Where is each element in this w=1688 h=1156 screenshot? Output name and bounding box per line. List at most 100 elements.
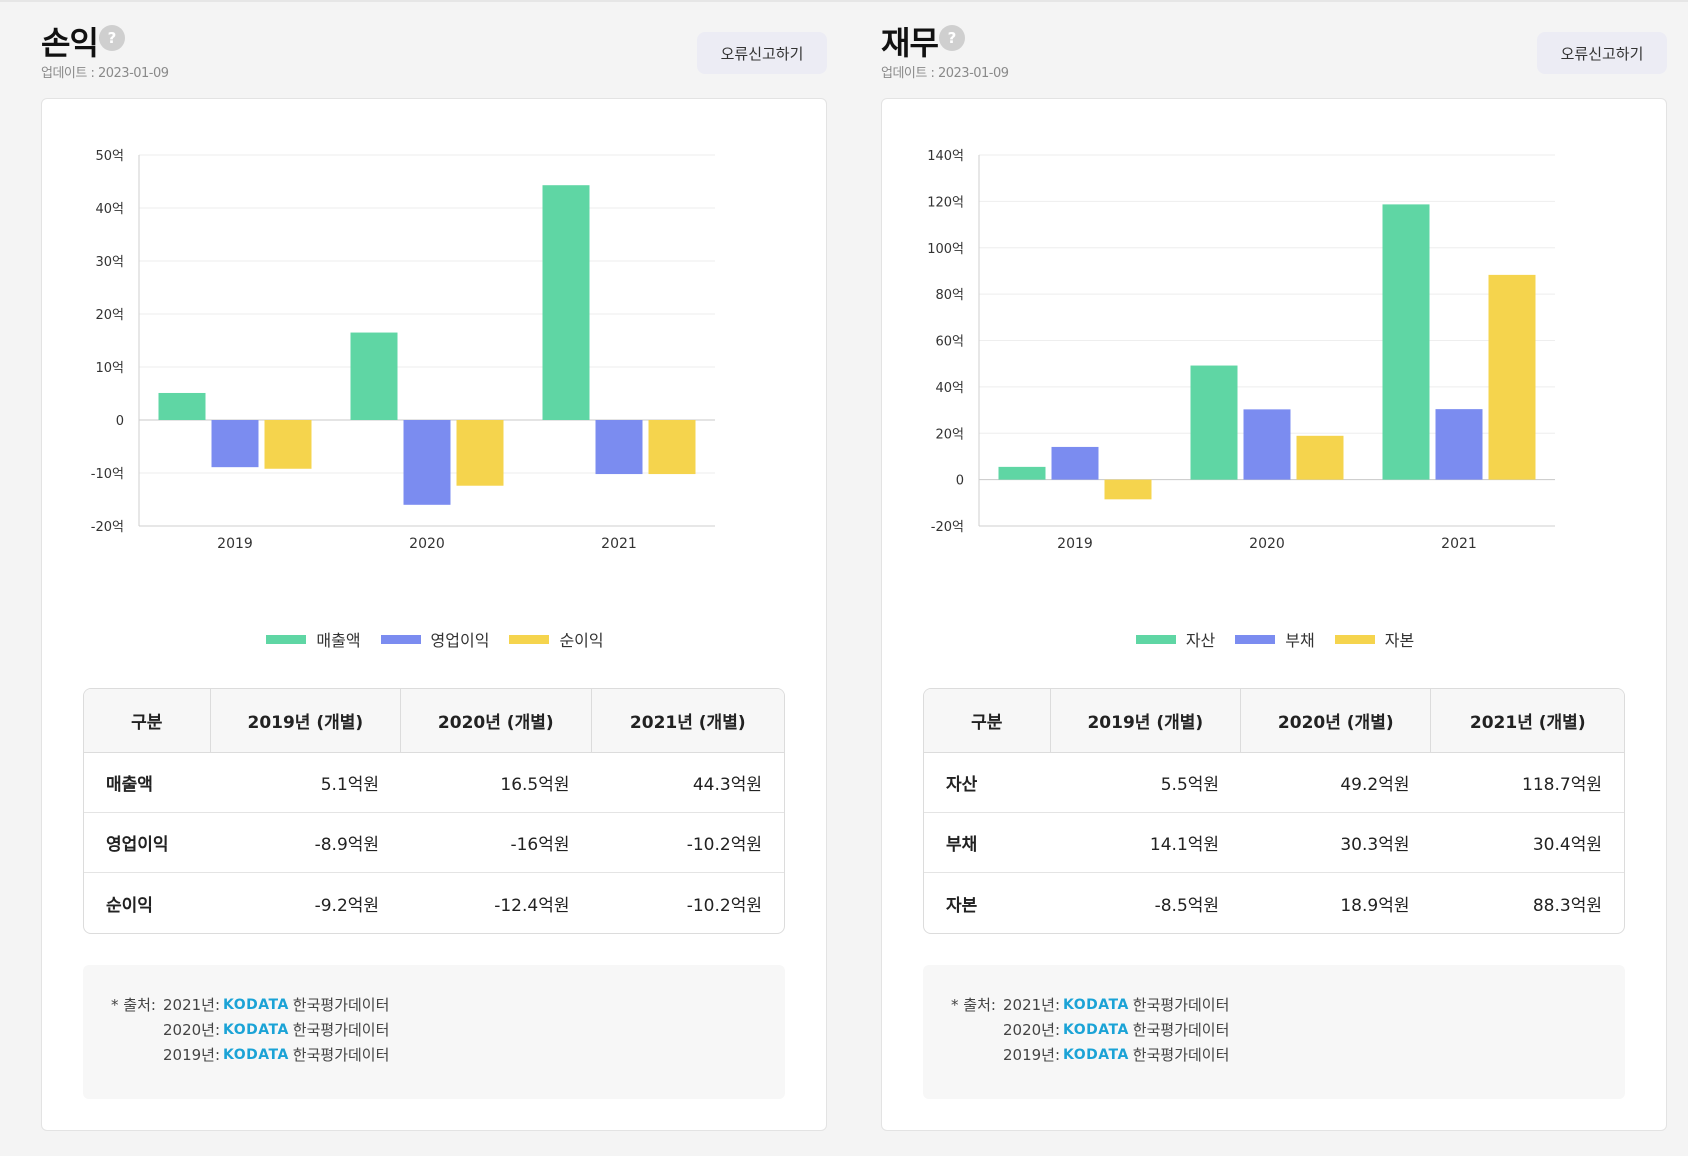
source-row: 2020년: KODATA 한국평가데이터	[1003, 1019, 1229, 1040]
row-label: 자본	[946, 895, 978, 916]
y-tick-label: 0	[956, 474, 964, 489]
legend-item[interactable]: 부채	[1235, 627, 1315, 651]
income-panel: 손익 ? 업데이트 : 2023-01-09 오류신고하기 50억 40억 30억 2…	[41, 18, 827, 1131]
x-tick-label: 2021	[601, 536, 637, 552]
table-cell: 49.2억원	[1241, 753, 1432, 813]
legend-item[interactable]: 자본	[1334, 627, 1414, 651]
bar-매출액	[542, 185, 590, 420]
source-box: * 출처: 2021년: KODATA 한국평가데이터 2020년: KODAT…	[923, 965, 1625, 1099]
source-label: * 출처:	[951, 996, 996, 1014]
bar-자산	[998, 466, 1046, 480]
table-row: 매출액 5.1억원 16.5억원 44.3억원	[84, 753, 784, 813]
source-box: * 출처: 2021년: KODATA 한국평가데이터 2020년: KODAT…	[83, 965, 785, 1099]
row-label: 매출액	[84, 753, 211, 813]
table-cell: 5.5억원	[1050, 753, 1242, 813]
table-header: 2019년 (개별)	[1050, 689, 1242, 753]
table-cell: 5.1억원	[210, 753, 402, 813]
bar-영업이익	[211, 420, 259, 468]
legend-item[interactable]: 매출액	[266, 627, 361, 651]
report-error-button[interactable]: 오류신고하기	[697, 32, 827, 74]
legend-swatch	[509, 634, 550, 644]
kodata-logo: KODATA	[223, 1046, 289, 1063]
table-header: 2020년 (개별)	[1241, 689, 1432, 753]
source-org: 한국평가데이터	[292, 1021, 390, 1039]
legend-swatch	[1235, 634, 1276, 644]
bar-매출액	[158, 392, 206, 420]
row-label: 영업이익	[84, 813, 211, 873]
source-row: 2019년: KODATA 한국평가데이터	[163, 1044, 389, 1065]
source-year: 2019년:	[1003, 1046, 1061, 1064]
bar-순이익	[648, 420, 696, 475]
y-tick-label: -10억	[91, 467, 124, 482]
legend-swatch	[1334, 634, 1375, 644]
table-cell: 14.1억원	[1050, 813, 1242, 873]
report-error-button[interactable]: 오류신고하기	[1537, 32, 1667, 74]
finance-chart: 140억 120억 100억 80억 60억 40억 20억 0 -20억 2019 2020 202…	[927, 149, 1555, 552]
row-label: 순이익	[106, 895, 153, 916]
income-chart: 50억 40억 30억 20억 10억 0 -10억 -20억 2019 2020 2021	[91, 149, 715, 552]
finance-panel: 재무 ? 업데이트 : 2023-01-09 오류신고하기 140억 120억 10…	[881, 18, 1667, 1131]
kodata-logo: KODATA	[223, 996, 289, 1013]
x-tick-label: 2020	[1249, 536, 1285, 552]
legend-label: 순이익	[559, 631, 604, 650]
table-header-row: 구분 2019년 (개별) 2020년 (개별) 2021년 (개별)	[924, 689, 1624, 753]
chart-legend: 자산 부채 자본	[882, 627, 1668, 651]
row-label: 자산	[924, 753, 1051, 813]
legend-item[interactable]: 순이익	[509, 627, 604, 651]
source-year: 2020년:	[163, 1021, 221, 1039]
source-org: 한국평가데이터	[292, 996, 390, 1014]
source-row: 2019년: KODATA 한국평가데이터	[1003, 1044, 1229, 1065]
table-cell: -10.2억원	[591, 813, 784, 873]
panel-header: 재무 ? 업데이트 : 2023-01-09 오류신고하기	[881, 18, 1667, 98]
y-tick-label: 50억	[95, 149, 124, 164]
help-icon[interactable]: ?	[939, 25, 965, 51]
y-tick-label: 20억	[95, 308, 124, 323]
table-cell: -8.5억원	[1154, 895, 1220, 916]
x-tick-label: 2019	[217, 536, 253, 552]
x-tick-label: 2021	[1441, 536, 1477, 552]
table-cell: -12.4억원	[494, 895, 570, 916]
bar-순이익	[264, 420, 312, 469]
legend-label: 자산	[1185, 631, 1216, 650]
bar-부채	[1243, 409, 1291, 480]
panel-card: 50억 40억 30억 20억 10억 0 -10억 -20억 2019 2020 2021 매출액…	[41, 98, 827, 1131]
table-row: 자본 -8.5억원 18.9억원 88.3억원	[924, 873, 1624, 933]
bar-부채	[1051, 446, 1099, 480]
table-header: 구분	[924, 689, 1051, 753]
help-icon[interactable]: ?	[99, 25, 125, 51]
legend-label: 영업이익	[430, 631, 490, 650]
table-row: 자산 5.5억원 49.2억원 118.7억원	[924, 753, 1624, 813]
bar-순이익	[456, 420, 504, 486]
table-header: 2021년 (개별)	[591, 689, 784, 753]
source-row: 2021년: KODATA 한국평가데이터	[163, 994, 389, 1015]
table-cell: 118.7억원	[1431, 753, 1624, 813]
finance-table: 구분 2019년 (개별) 2020년 (개별) 2021년 (개별) 자산 5…	[923, 688, 1625, 934]
top-divider	[0, 0, 1688, 2]
source-year: 2021년:	[163, 996, 221, 1014]
source-org: 한국평가데이터	[1132, 1046, 1230, 1064]
panel-title: 재무	[881, 24, 939, 62]
bar-영업이익	[403, 420, 451, 505]
table-header: 2020년 (개별)	[401, 689, 592, 753]
table-header: 2019년 (개별)	[210, 689, 402, 753]
y-tick-label: 60억	[935, 335, 964, 350]
legend-swatch	[1135, 634, 1176, 644]
source-year: 2021년:	[1003, 996, 1061, 1014]
panel-header: 손익 ? 업데이트 : 2023-01-09 오류신고하기	[41, 18, 827, 98]
legend-label: 매출액	[316, 631, 361, 650]
legend-item[interactable]: 영업이익	[380, 627, 490, 651]
y-tick-label: 10억	[95, 361, 124, 376]
table-header: 구분	[84, 689, 211, 753]
legend-item[interactable]: 자산	[1135, 627, 1216, 651]
y-tick-label: -20억	[91, 520, 124, 535]
table-cell: 18.9억원	[1340, 895, 1410, 916]
bar-자본	[1488, 274, 1536, 480]
source-org: 한국평가데이터	[1132, 996, 1230, 1014]
y-tick-label: 80억	[935, 288, 964, 303]
source-row: 2020년: KODATA 한국평가데이터	[163, 1019, 389, 1040]
kodata-logo: KODATA	[1063, 1021, 1129, 1038]
x-tick-label: 2019	[1057, 536, 1093, 552]
table-cell: -9.2억원	[314, 895, 380, 916]
table-cell: -16억원	[401, 813, 592, 873]
table-row: 순이익 -9.2억원 -12.4억원 -10.2억원	[84, 873, 784, 933]
